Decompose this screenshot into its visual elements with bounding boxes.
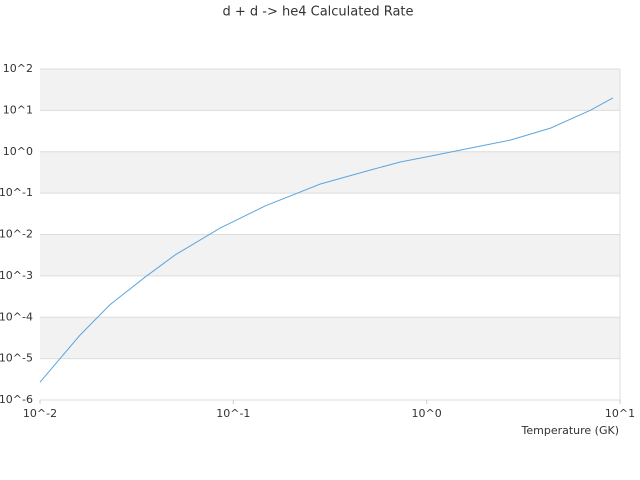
y-tick-label: 10^-2 — [0, 228, 33, 241]
line-series — [39, 97, 614, 383]
y-tick-label: 10^1 — [3, 103, 33, 116]
y-tick-label: 10^-4 — [0, 310, 33, 323]
grid-band — [40, 151, 620, 194]
y-tick-label: 10^2 — [3, 62, 33, 75]
y-tick-label: 10^0 — [3, 145, 33, 158]
x-tick-label: 10^-2 — [23, 407, 57, 420]
x-tick-label: 10^-1 — [216, 407, 250, 420]
y-tick-label: 10^-5 — [0, 352, 33, 365]
x-axis-label: Temperature (GK) — [521, 424, 620, 437]
chart-title: d + d -> he4 Calculated Rate — [222, 5, 413, 20]
x-tick-label: 10^0 — [412, 407, 442, 420]
grid-band — [40, 317, 620, 359]
grid-band — [40, 234, 620, 276]
y-tick-label: 10^-3 — [0, 269, 33, 282]
grid — [40, 68, 620, 401]
y-tick-label: 10^-6 — [0, 393, 33, 406]
grid-band — [40, 69, 620, 111]
x-tick-label: 10^1 — [605, 407, 635, 420]
y-tick-label: 10^-1 — [0, 186, 33, 199]
